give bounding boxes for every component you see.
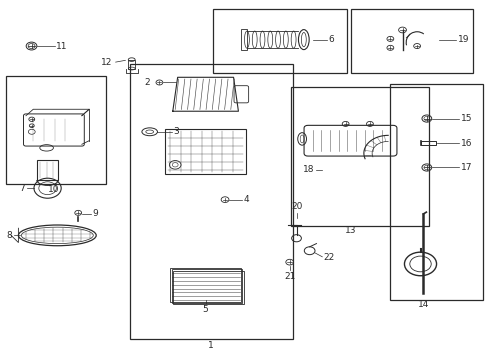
Text: 12: 12	[101, 58, 112, 67]
Text: 3: 3	[173, 127, 179, 136]
Text: 16: 16	[460, 139, 471, 148]
Text: 13: 13	[344, 226, 356, 235]
Bar	[420, 141, 435, 145]
Text: 22: 22	[323, 253, 334, 262]
Text: 18: 18	[303, 166, 314, 175]
Bar	[212, 9, 346, 73]
Text: 17: 17	[460, 163, 471, 172]
Bar	[128, 60, 135, 68]
Text: 5: 5	[203, 305, 208, 314]
Text: 15: 15	[460, 114, 471, 123]
Bar	[171, 270, 242, 303]
Text: 8: 8	[6, 231, 12, 240]
Text: 1: 1	[207, 341, 213, 350]
Text: 2: 2	[144, 78, 149, 87]
Bar	[389, 84, 482, 300]
Text: 9: 9	[93, 210, 99, 219]
Bar	[290, 87, 428, 226]
Text: 11: 11	[56, 41, 68, 50]
Bar	[37, 160, 58, 180]
Bar	[6, 76, 106, 184]
Text: 21: 21	[284, 272, 295, 281]
Bar	[165, 129, 245, 174]
Bar	[173, 271, 244, 305]
Bar	[351, 9, 472, 73]
Text: 4: 4	[243, 195, 249, 204]
Text: 20: 20	[291, 202, 302, 211]
Text: 6: 6	[327, 35, 333, 44]
Bar	[130, 64, 292, 339]
Text: 14: 14	[417, 300, 428, 309]
Text: 19: 19	[457, 35, 468, 44]
Bar	[170, 269, 241, 302]
Bar	[240, 29, 247, 50]
Text: 10: 10	[48, 185, 60, 194]
Text: 7: 7	[19, 184, 25, 193]
